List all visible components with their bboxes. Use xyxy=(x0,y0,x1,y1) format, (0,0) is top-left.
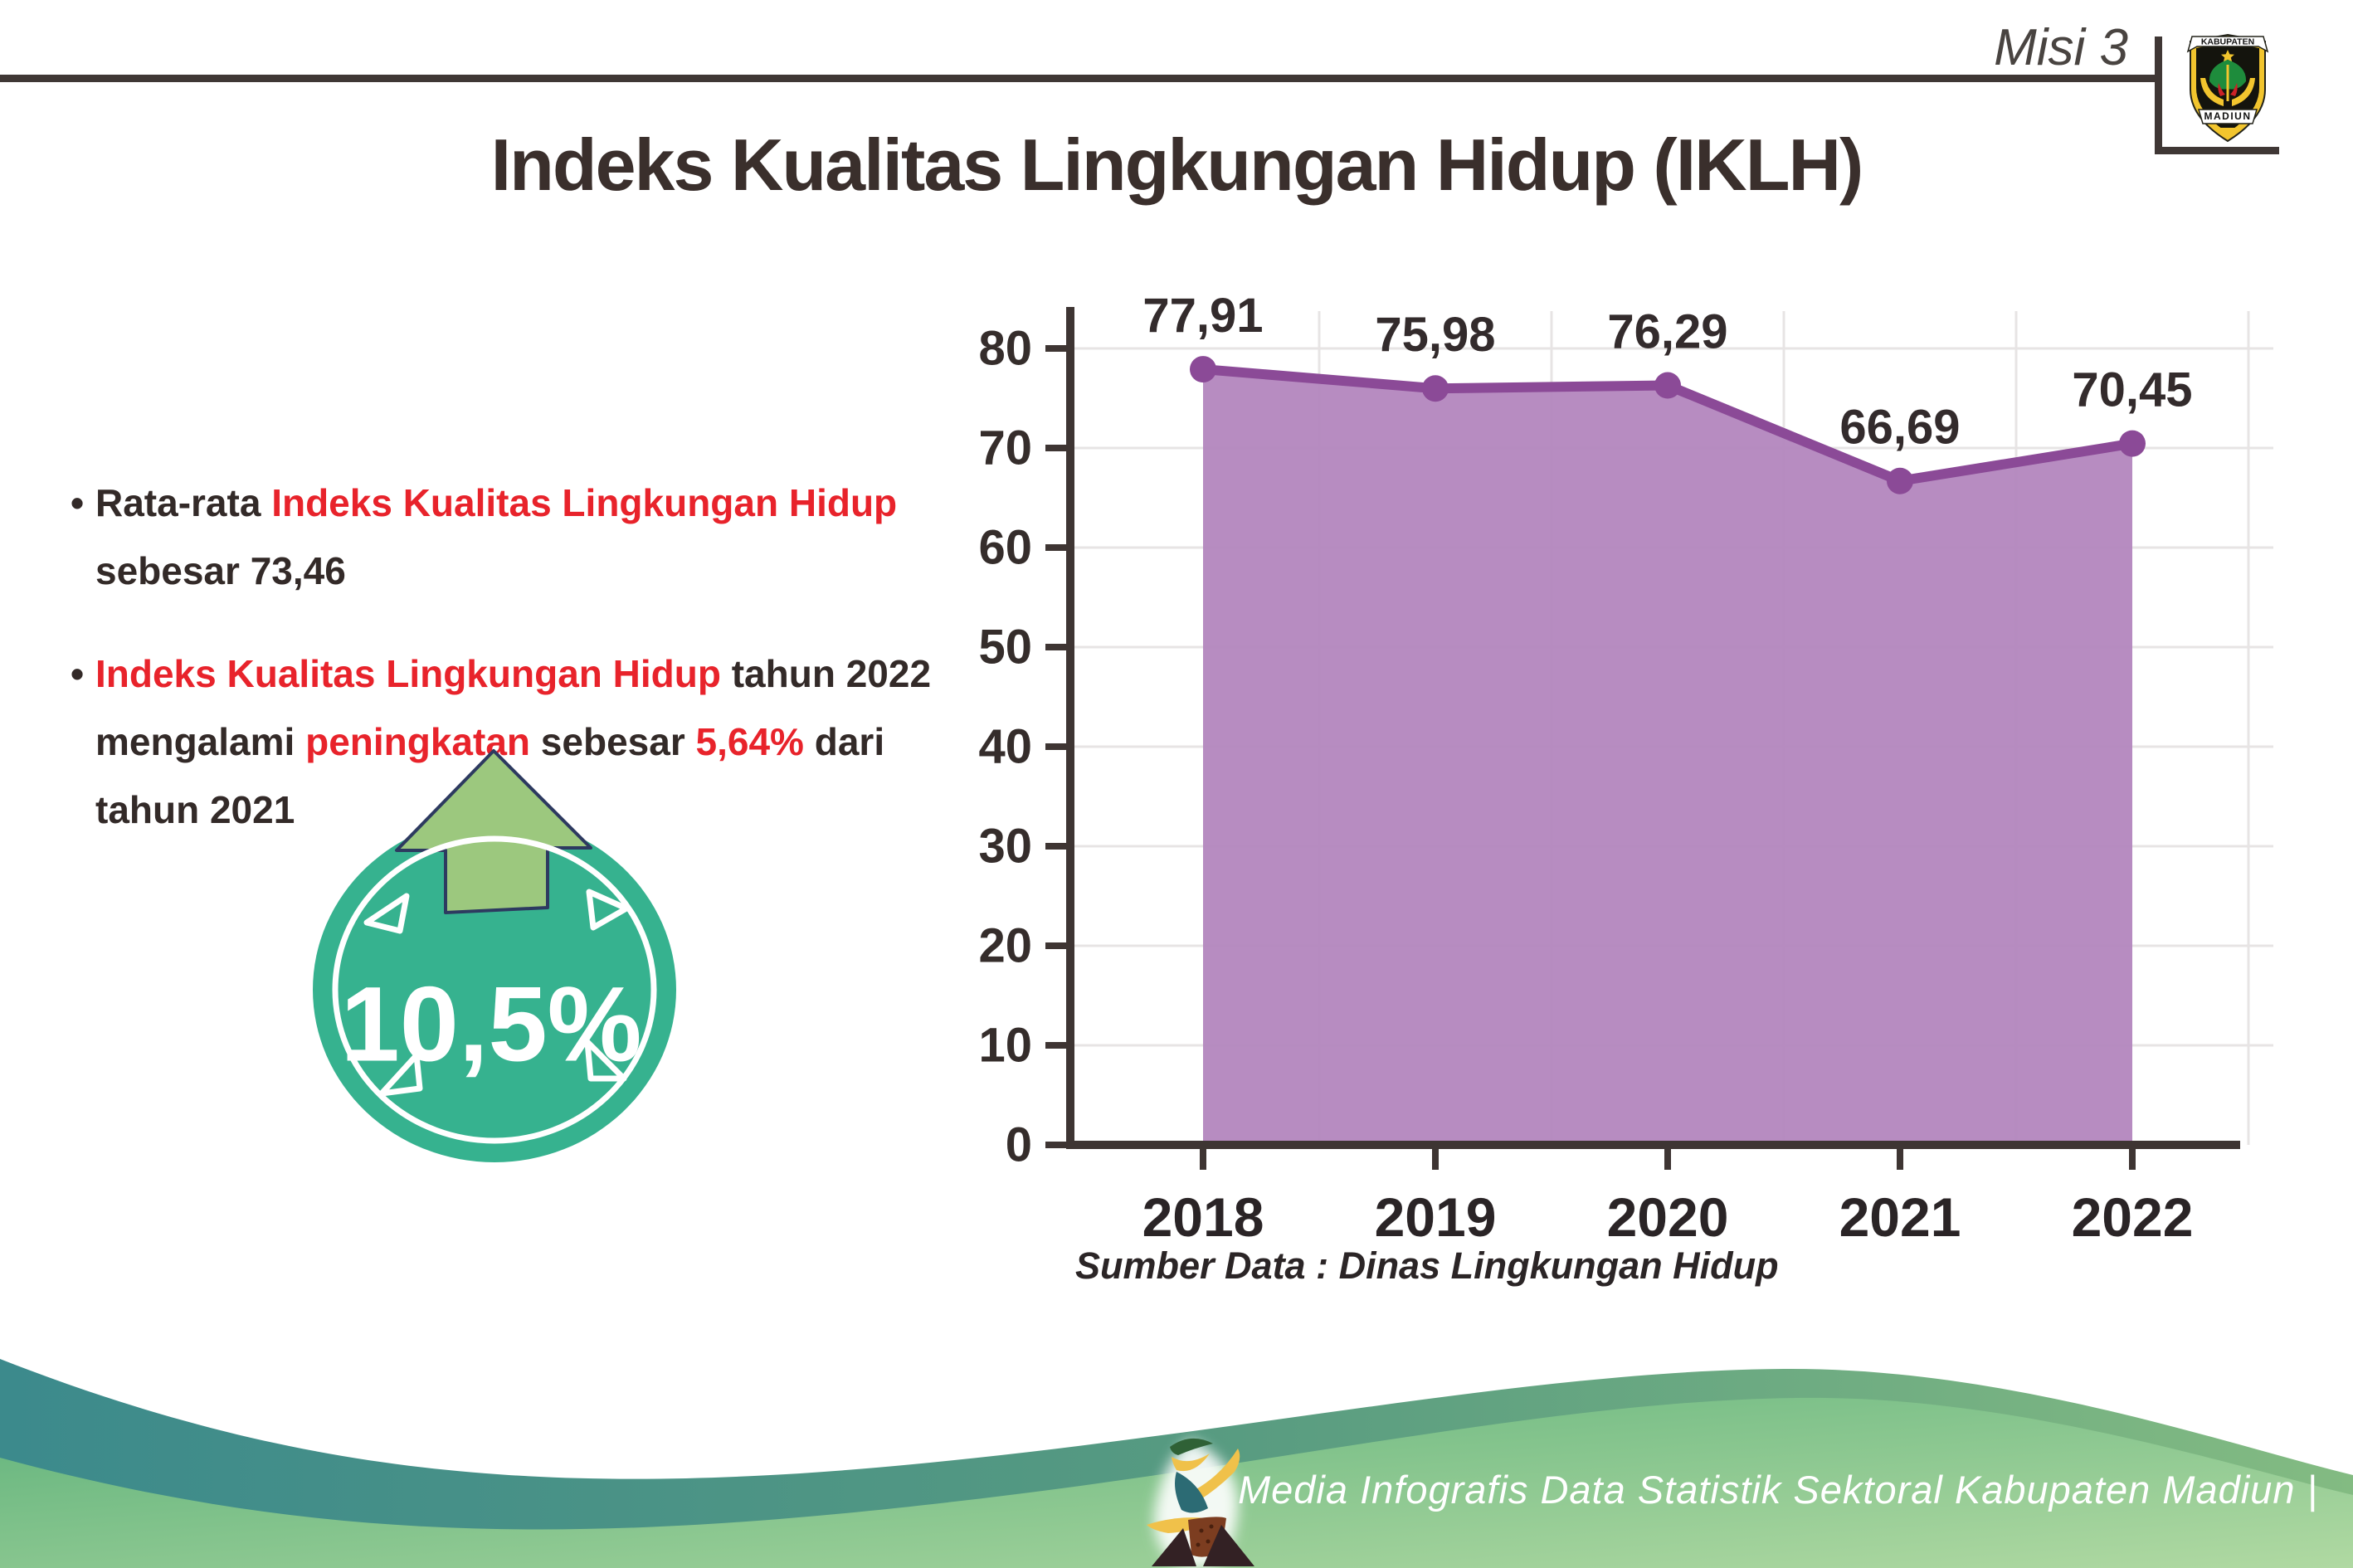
source-note: Sumber Data : Dinas Lingkungan Hidup xyxy=(1075,1244,1779,1287)
data-value-label: 76,29 xyxy=(1607,305,1727,359)
highlighted-text: 5,64% xyxy=(695,720,804,763)
data-point-marker xyxy=(1887,467,1913,494)
data-point-marker xyxy=(1422,375,1449,402)
misi-label: Misi 3 xyxy=(1994,19,2128,76)
highlighted-text: Indeks Kualitas Lingkungan Hidup xyxy=(95,652,721,695)
header-divider-rule xyxy=(0,75,2157,82)
body-text: tahun 2021 xyxy=(95,788,295,831)
y-tick-label: 20 xyxy=(978,919,1032,973)
logo-wing-left xyxy=(2200,78,2224,106)
footer-wave-banner xyxy=(0,1359,2353,1568)
data-value-label: 77,91 xyxy=(1142,290,1263,343)
bullet-line: sebesar 73,46 xyxy=(95,537,967,605)
body-text: sebesar xyxy=(530,720,696,763)
up-arrow-icon xyxy=(395,749,592,914)
logo-bottom-ribbon-text: MADIUN xyxy=(2204,110,2252,122)
body-text: Rata-rata xyxy=(95,481,272,524)
y-tick-label: 80 xyxy=(978,322,1032,376)
data-points: 77,91 75,98 76,29 66,69 70,45 xyxy=(1142,290,2193,494)
x-tick-label: 2021 xyxy=(1839,1186,1961,1248)
logo-bottom-ribbon xyxy=(2197,109,2258,124)
increase-badge: 10,5% xyxy=(313,749,676,1162)
bullet-list: • Rata-rata Indeks Kualitas Lingkungan Hi… xyxy=(71,469,967,844)
logo-flame-right xyxy=(2230,83,2238,96)
badge-ring xyxy=(332,835,657,1144)
data-point-marker xyxy=(1190,356,1216,383)
x-tick-label: 2020 xyxy=(1607,1186,1729,1248)
body-text: tahun 2022 xyxy=(720,652,932,695)
logo-frame-vertical-line xyxy=(2155,37,2162,154)
bullet-line: Rata-rata Indeks Kualitas Lingkungan Hid… xyxy=(95,469,967,537)
chart-axes: 0 10 20 30 40 50 60 70 80 2018 2019 2020 2021 2022 xyxy=(978,307,2240,1248)
area-fill xyxy=(1203,369,2132,1145)
bullet-item: • Rata-rata Indeks Kualitas Lingkungan Hi… xyxy=(71,469,967,605)
bullet-line: Indeks Kualitas Lingkungan Hidup tahun 2… xyxy=(95,640,967,708)
logo-top-ribbon-text: KABUPATEN xyxy=(2201,37,2254,47)
bullet-line: tahun 2021 xyxy=(95,776,967,844)
logo-flame-left xyxy=(2218,83,2225,96)
y-tick-label: 10 xyxy=(978,1019,1032,1073)
highlighted-text: Indeks Kualitas Lingkungan Hidup xyxy=(271,481,898,524)
y-tick-label: 40 xyxy=(978,720,1032,774)
body-text: mengalami xyxy=(95,720,306,763)
x-tick-label: 2022 xyxy=(2072,1186,2194,1248)
bullet-dot: • xyxy=(71,652,85,695)
bullet-dot: • xyxy=(71,481,85,524)
sparkle-triangle-icon xyxy=(586,889,630,931)
badge-value: 10,5% xyxy=(341,966,642,1084)
dancer-mascot-icon xyxy=(1147,1438,1254,1568)
sparkle-triangle-icon xyxy=(378,1052,423,1097)
data-value-label: 70,45 xyxy=(2072,363,2192,417)
kabupaten-madiun-logo: KABUPATEN MADIUN xyxy=(2186,33,2269,143)
page-title: Indeks Kualitas Lingkungan Hidup (IKLH) xyxy=(490,124,1864,206)
y-tick-label: 50 xyxy=(978,621,1032,674)
logo-top-ribbon xyxy=(2186,36,2269,53)
y-tick-label: 70 xyxy=(978,421,1032,475)
y-tick-label: 60 xyxy=(978,521,1032,575)
data-point-marker xyxy=(2119,430,2146,457)
data-value-label: 66,69 xyxy=(1839,401,1960,455)
body-text: sebesar 73,46 xyxy=(95,549,346,592)
data-value-label: 75,98 xyxy=(1375,308,1495,362)
sparkle-triangle-icon xyxy=(363,893,410,934)
x-tick-label: 2019 xyxy=(1375,1186,1497,1248)
logo-frame-horizontal-line xyxy=(2155,147,2279,154)
body-text: dari xyxy=(803,720,885,763)
sparkle-triangle-icon xyxy=(584,1039,627,1082)
logo-wing-right xyxy=(2232,78,2255,106)
bullet-item: • Indeks Kualitas Lingkungan Hidup tahun … xyxy=(71,640,967,844)
y-tick-label: 0 xyxy=(1006,1118,1032,1172)
data-point-marker xyxy=(1654,372,1681,399)
x-tick-label: 2018 xyxy=(1142,1186,1264,1248)
footer-caption: Media Infografis Data Statistik Sektoral… xyxy=(1238,1468,2318,1512)
y-tick-label: 30 xyxy=(978,820,1032,874)
logo-bottom-emblem xyxy=(2219,128,2237,135)
logo-star xyxy=(2221,50,2234,62)
iklh-area-chart: 0 10 20 30 40 50 60 70 80 2018 2019 2020 2021 2022 77,… xyxy=(978,290,2273,1248)
